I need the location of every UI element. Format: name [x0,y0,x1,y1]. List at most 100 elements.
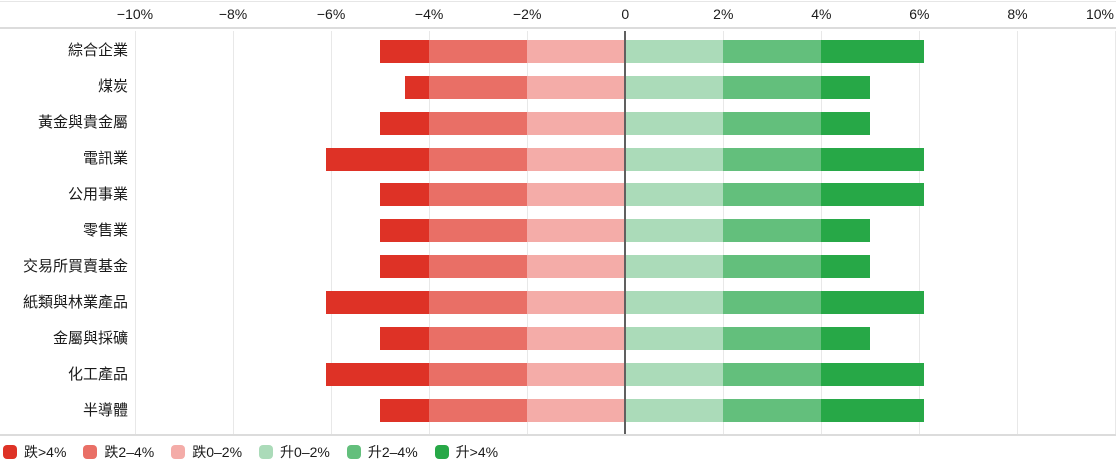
bar-segment[interactable] [821,255,871,279]
chart-bottom-border [0,434,1116,436]
bar-segment[interactable] [429,291,528,315]
bar-segment[interactable] [527,327,626,351]
legend-swatch-icon [434,445,449,459]
bar-segment[interactable] [527,111,626,135]
bar-segment[interactable] [326,291,430,315]
legend-item[interactable]: 跌0–2% [171,444,242,460]
bar-segment[interactable] [625,255,724,279]
legend-item[interactable]: 升2–4% [346,444,418,460]
bar-segment[interactable] [380,327,430,351]
bar-segment[interactable] [625,75,724,99]
bar-segment[interactable] [821,327,871,351]
bar-segment[interactable] [625,111,724,135]
category-label: 煤炭 [97,78,128,96]
bar-segment[interactable] [527,75,626,99]
bar-segment[interactable] [625,183,724,207]
bar-segment[interactable] [326,147,430,171]
bar-segment[interactable] [527,363,626,387]
x-tick-label: 8% [1007,6,1028,22]
bar-segment[interactable] [429,255,528,279]
gridline [1017,31,1019,435]
category-label: 零售業 [82,221,128,239]
bar-segment[interactable] [380,219,430,243]
bar-segment[interactable] [723,147,822,171]
x-tick-label: −8% [218,6,248,22]
legend-label: 跌0–2% [192,444,243,460]
bar-segment[interactable] [380,39,430,63]
gridline [919,31,921,435]
legend-item[interactable]: 升>4% [434,444,499,460]
bar-segment[interactable] [821,75,871,99]
bar-segment[interactable] [821,219,871,243]
category-label: 公用事業 [67,185,128,203]
bar-segment[interactable] [821,291,925,315]
bar-segment[interactable] [380,399,430,422]
x-tick-label: −4% [414,6,444,22]
category-label: 紙類與林業產品 [22,293,128,311]
bar-segment[interactable] [404,75,430,99]
bar-segment[interactable] [527,147,626,171]
category-label: 電訊業 [82,150,128,168]
legend-swatch-icon [259,445,274,459]
bar-segment[interactable] [380,255,430,279]
bar-segment[interactable] [723,255,822,279]
category-label: 半導體 [82,401,128,419]
bar-segment[interactable] [527,255,626,279]
bar-segment[interactable] [821,111,871,135]
bar-segment[interactable] [625,219,724,243]
bar-segment[interactable] [625,147,724,171]
bar-segment[interactable] [429,399,528,422]
bar-segment[interactable] [429,327,528,351]
bar-segment[interactable] [821,399,925,422]
bar-segment[interactable] [380,111,430,135]
bar-segment[interactable] [625,399,724,422]
legend-item[interactable]: 升0–2% [259,444,330,460]
gridline [331,31,333,435]
bar-segment[interactable] [429,39,528,63]
gridline [135,31,136,435]
bar-segment[interactable] [821,147,925,171]
bar-segment[interactable] [625,39,724,63]
legend-label: 跌>4% [24,444,67,460]
bar-segment[interactable] [380,183,430,207]
x-tick-label: −6% [316,6,346,22]
bar-segment[interactable] [429,75,528,99]
bar-segment[interactable] [723,111,822,135]
legend-swatch-icon [171,445,186,459]
bar-segment[interactable] [821,39,925,63]
bar-segment[interactable] [625,363,724,387]
bar-segment[interactable] [723,363,822,387]
bar-segment[interactable] [723,291,822,315]
bar-segment[interactable] [625,291,724,315]
bar-segment[interactable] [821,363,925,387]
bar-segment[interactable] [429,147,528,171]
bar-segment[interactable] [625,327,724,351]
legend-item[interactable]: 跌>4% [3,444,66,460]
bar-segment[interactable] [429,183,528,207]
bar-segment[interactable] [821,183,925,207]
bar-segment[interactable] [723,39,822,63]
chart-top-border [0,1,1116,2]
bar-segment[interactable] [429,219,528,243]
bar-segment[interactable] [723,219,822,243]
bar-segment[interactable] [326,363,430,387]
legend-item[interactable]: 跌2–4% [83,444,154,460]
bar-segment[interactable] [429,111,528,135]
bar-segment[interactable] [723,327,822,351]
x-tick-label: 6% [909,6,930,22]
x-tick-label: 0 [621,6,630,22]
category-label: 黃金與貴金屬 [37,114,128,132]
bar-segment[interactable] [527,183,626,207]
category-label: 交易所買賣基金 [22,257,128,275]
bar-segment[interactable] [723,399,822,422]
bar-segment[interactable] [527,399,626,422]
bar-segment[interactable] [723,183,822,207]
gridline [1114,31,1116,435]
bar-segment[interactable] [527,39,626,63]
x-tick-label: 2% [713,6,734,22]
bar-segment[interactable] [723,75,822,99]
bar-segment[interactable] [527,219,626,243]
bar-segment[interactable] [527,291,626,315]
legend-label: 升>4% [455,444,499,460]
bar-segment[interactable] [429,363,528,387]
